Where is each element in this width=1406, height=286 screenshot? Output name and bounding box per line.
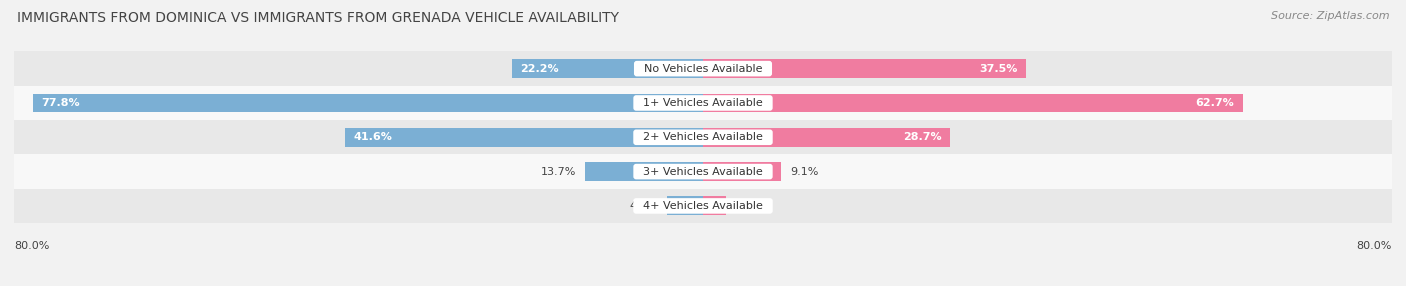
Bar bbox=[703, 128, 950, 147]
Text: 4.2%: 4.2% bbox=[630, 201, 658, 211]
Text: 28.7%: 28.7% bbox=[903, 132, 942, 142]
Bar bbox=[14, 189, 1392, 223]
Bar bbox=[32, 94, 703, 112]
Bar bbox=[585, 162, 703, 181]
Text: 80.0%: 80.0% bbox=[1357, 241, 1392, 251]
Text: 77.8%: 77.8% bbox=[42, 98, 80, 108]
Text: No Vehicles Available: No Vehicles Available bbox=[637, 64, 769, 74]
Text: 1+ Vehicles Available: 1+ Vehicles Available bbox=[636, 98, 770, 108]
Text: 80.0%: 80.0% bbox=[14, 241, 49, 251]
Text: 2+ Vehicles Available: 2+ Vehicles Available bbox=[636, 132, 770, 142]
Bar bbox=[666, 196, 703, 215]
Text: 13.7%: 13.7% bbox=[541, 167, 576, 176]
Text: 2.7%: 2.7% bbox=[735, 201, 763, 211]
Text: Source: ZipAtlas.com: Source: ZipAtlas.com bbox=[1271, 11, 1389, 21]
Bar bbox=[703, 162, 782, 181]
Bar bbox=[344, 128, 703, 147]
Text: IMMIGRANTS FROM DOMINICA VS IMMIGRANTS FROM GRENADA VEHICLE AVAILABILITY: IMMIGRANTS FROM DOMINICA VS IMMIGRANTS F… bbox=[17, 11, 619, 25]
Bar bbox=[14, 154, 1392, 189]
Text: 41.6%: 41.6% bbox=[353, 132, 392, 142]
Text: 9.1%: 9.1% bbox=[790, 167, 818, 176]
Bar bbox=[703, 59, 1026, 78]
Text: 62.7%: 62.7% bbox=[1195, 98, 1234, 108]
Bar bbox=[14, 86, 1392, 120]
Bar bbox=[14, 51, 1392, 86]
Text: 22.2%: 22.2% bbox=[520, 64, 560, 74]
Text: 37.5%: 37.5% bbox=[979, 64, 1018, 74]
Text: 4+ Vehicles Available: 4+ Vehicles Available bbox=[636, 201, 770, 211]
Bar bbox=[703, 196, 727, 215]
Bar bbox=[703, 94, 1243, 112]
Text: 3+ Vehicles Available: 3+ Vehicles Available bbox=[636, 167, 770, 176]
Bar bbox=[512, 59, 703, 78]
Bar bbox=[14, 120, 1392, 154]
